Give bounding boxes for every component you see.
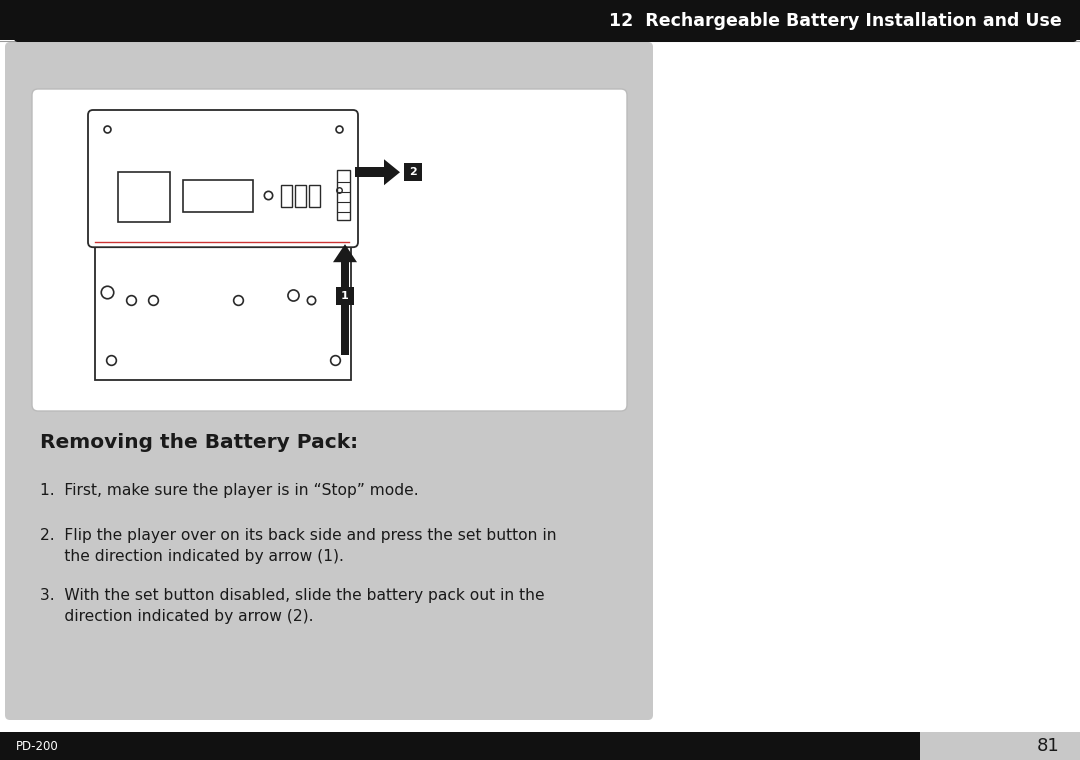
Text: direction indicated by arrow (2).: direction indicated by arrow (2).: [40, 609, 313, 624]
Bar: [404, 163, 422, 181]
Bar: [281, 185, 292, 207]
FancyBboxPatch shape: [5, 42, 653, 720]
Bar: [355, 167, 386, 177]
Bar: [95, 230, 351, 380]
Text: the direction indicated by arrow (1).: the direction indicated by arrow (1).: [40, 549, 343, 564]
Text: 2.  Flip the player over on its back side and press the set button in: 2. Flip the player over on its back side…: [40, 528, 556, 543]
Polygon shape: [384, 160, 400, 185]
Polygon shape: [333, 244, 357, 262]
Text: 1.  First, make sure the player is in “Stop” mode.: 1. First, make sure the player is in “St…: [40, 483, 419, 498]
Text: 12  Rechargeable Battery Installation and Use: 12 Rechargeable Battery Installation and…: [609, 12, 1062, 30]
Bar: [0, 0, 1080, 40]
Text: 2: 2: [409, 167, 417, 177]
Bar: [920, 732, 1080, 760]
Text: 81: 81: [1037, 737, 1059, 755]
Bar: [336, 287, 354, 305]
Text: Removing the Battery Pack:: Removing the Battery Pack:: [40, 433, 359, 452]
Text: 1: 1: [341, 291, 349, 301]
Bar: [309, 185, 320, 207]
Bar: [295, 185, 306, 207]
FancyBboxPatch shape: [87, 110, 357, 247]
FancyBboxPatch shape: [14, 0, 1077, 42]
Bar: [341, 256, 349, 355]
Text: 3.  With the set button disabled, slide the battery pack out in the: 3. With the set button disabled, slide t…: [40, 588, 544, 603]
Bar: [118, 173, 170, 222]
Bar: [337, 170, 350, 220]
Bar: [183, 180, 253, 212]
Text: PD-200: PD-200: [16, 739, 58, 752]
FancyBboxPatch shape: [32, 89, 627, 411]
Bar: [0, 732, 1080, 760]
